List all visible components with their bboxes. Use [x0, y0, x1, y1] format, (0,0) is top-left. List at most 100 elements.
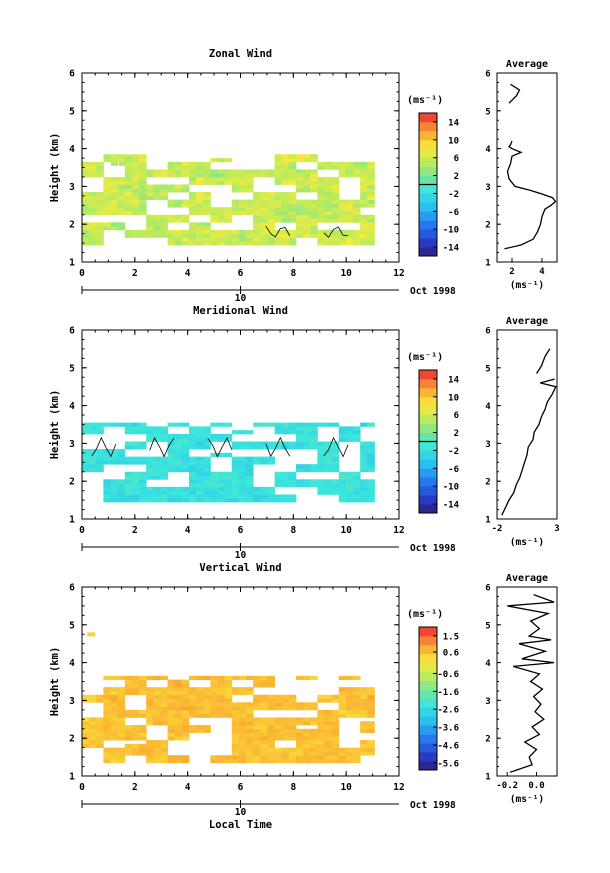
heatmap-cell — [96, 207, 104, 212]
heatmap-cell — [167, 433, 176, 439]
heatmap-cell — [246, 732, 254, 737]
heatmap-cell — [96, 161, 104, 167]
heatmap-cell — [131, 456, 140, 461]
heatmap-cell — [188, 460, 197, 465]
heatmap-cell — [367, 214, 375, 219]
heatmap-cell — [210, 173, 218, 178]
heatmap-cell — [174, 494, 183, 499]
heatmap-cell — [181, 728, 190, 733]
heatmap-cell — [231, 758, 240, 764]
heatmap-cell — [188, 203, 197, 208]
heatmap-cell — [103, 460, 111, 465]
heatmap-cell — [139, 445, 147, 450]
heatmap-cell — [238, 751, 247, 756]
heatmap-cell — [131, 490, 140, 495]
heatmap-cell — [196, 445, 204, 450]
heatmap-cell — [89, 241, 97, 246]
heatmap-cell — [131, 687, 140, 692]
heatmap-cell — [288, 706, 297, 711]
heatmap-cell — [317, 747, 325, 752]
heatmap-cell — [281, 426, 290, 431]
heatmap-cell — [317, 460, 325, 465]
heatmap-cell — [188, 706, 197, 711]
heatmap-cell — [139, 210, 147, 216]
heatmap-cell — [367, 698, 375, 703]
heatmap-cell — [82, 169, 90, 174]
heatmap-cell — [174, 467, 183, 473]
heatmap-cell — [331, 698, 340, 703]
heatmap-cell — [317, 724, 325, 730]
heatmap-cell — [331, 452, 340, 458]
heatmap-cell — [303, 180, 311, 185]
heatmap-cell — [281, 422, 290, 427]
heatmap-cell — [260, 743, 268, 749]
heatmap-cell — [295, 158, 304, 163]
heatmap-cell — [210, 241, 218, 246]
heatmap-cell — [295, 743, 304, 749]
heatmap-cell — [360, 203, 368, 208]
colorbar-tick-label: 10 — [448, 393, 459, 403]
heatmap-cell — [203, 226, 211, 231]
heatmap-cell — [246, 483, 254, 488]
profile-y-tick-label: 5 — [485, 107, 490, 117]
heatmap-cell — [82, 430, 90, 435]
heatmap-cell — [196, 694, 204, 699]
heatmap-cell — [160, 222, 168, 227]
heatmap-cell — [353, 709, 361, 715]
heatmap-cell — [317, 176, 325, 182]
heatmap-cell — [203, 430, 211, 435]
heatmap-cell — [153, 687, 161, 692]
heatmap-cell — [231, 207, 240, 212]
heatmap-cell — [117, 706, 126, 711]
heatmap-cell — [345, 706, 354, 711]
heatmap-cell — [246, 184, 254, 189]
heatmap-cell — [288, 736, 297, 741]
heatmap-cell — [188, 192, 197, 197]
heatmap-cell — [253, 683, 261, 688]
heatmap-cell — [224, 758, 233, 764]
heatmap-cell — [353, 713, 361, 718]
heatmap-cell — [367, 422, 375, 427]
heatmap-cell — [367, 694, 375, 699]
heatmap-cell — [210, 694, 218, 699]
heatmap-cell — [253, 173, 261, 178]
heatmap-cell — [267, 237, 275, 242]
heatmap-cell — [238, 758, 247, 764]
heatmap-cell — [146, 188, 154, 193]
heatmap-cell — [281, 158, 290, 163]
heatmap-cell — [281, 494, 290, 499]
date-axis-label: Oct 1998 — [410, 800, 456, 811]
heatmap-cell — [288, 441, 297, 446]
heatmap-cell — [224, 683, 233, 688]
heatmap-cell — [188, 165, 197, 170]
heatmap-cell — [89, 165, 97, 170]
heatmap-cell — [310, 441, 318, 446]
heatmap-cell — [253, 740, 261, 745]
heatmap-cell — [353, 490, 361, 495]
heatmap-cell — [224, 479, 233, 484]
heatmap-cell — [367, 690, 375, 696]
heatmap-cell — [167, 758, 176, 764]
heatmap-cell — [167, 445, 176, 450]
heatmap-cell — [153, 218, 161, 223]
heatmap-cell — [231, 471, 240, 476]
heatmap-cell — [317, 456, 325, 461]
colorbar-swatch — [419, 761, 437, 771]
heatmap-cell — [288, 426, 297, 431]
heatmap-cell — [331, 441, 340, 446]
heatmap-cell — [338, 687, 347, 692]
heatmap-cell — [281, 218, 290, 223]
heatmap-cell — [310, 747, 318, 752]
heatmap-cell — [188, 709, 197, 715]
heatmap-cell — [160, 721, 168, 726]
heatmap-cell — [324, 422, 333, 427]
heatmap-cell — [110, 694, 119, 699]
heatmap-cell — [353, 237, 361, 242]
heatmap-cell — [139, 751, 147, 756]
heatmap-cell — [288, 475, 297, 480]
colorbar-swatch — [419, 378, 437, 389]
heatmap-cell — [338, 483, 347, 488]
heatmap-cell — [217, 698, 226, 703]
heatmap-cell — [295, 732, 304, 737]
heatmap-cell — [288, 717, 297, 722]
